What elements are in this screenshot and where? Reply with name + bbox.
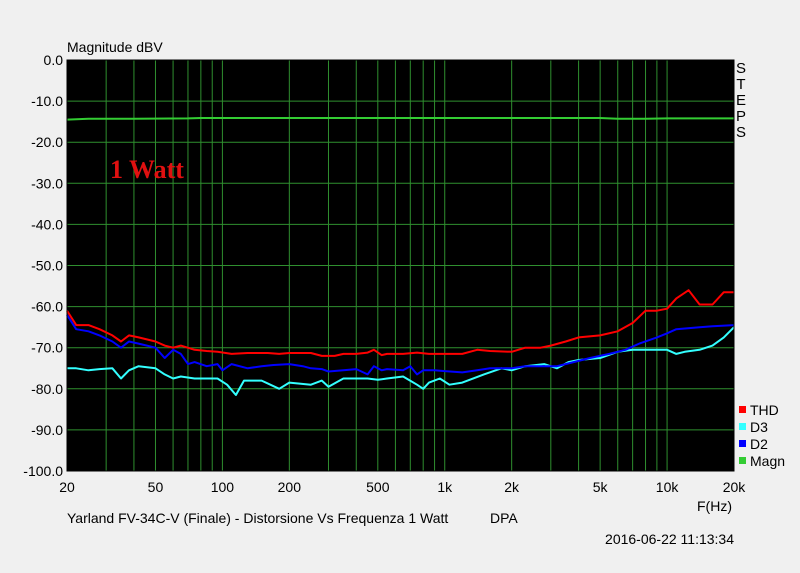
series-line-d3 [67, 326, 735, 396]
steps-letter: S [736, 124, 746, 141]
y-axis-label: Magnitude dBV [67, 39, 163, 55]
timestamp: 2016-06-22 11:13:34 [605, 531, 734, 547]
x-tick-label: 2k [504, 479, 520, 495]
series-line-thd [66, 289, 734, 357]
series-layer [66, 117, 735, 396]
x-tick-label: 20 [59, 479, 75, 495]
x-tick-label: 10k [656, 479, 680, 495]
y-tick-label: -60.0 [31, 299, 63, 315]
x-tick-label: 5k [593, 479, 609, 495]
x-tick-label: 200 [278, 479, 302, 495]
x-tick-label: 1k [437, 479, 453, 495]
legend-label: D3 [750, 419, 768, 435]
y-tick-label: -30.0 [31, 175, 63, 191]
chart-title: Yarland FV-34C-V (Finale) - Distorsione … [67, 510, 448, 526]
x-tick-label: 100 [211, 479, 235, 495]
axis-labels: 0.0 -10.0 -20.0 -30.0 -40.0 -50.0 -60.0 -70.0 -8… [23, 52, 746, 495]
x-tick-label: 50 [148, 479, 164, 495]
legend-swatch [739, 440, 746, 447]
plot-border [66, 59, 735, 472]
series-line-magn [66, 117, 734, 121]
y-tick-label: -40.0 [31, 216, 63, 232]
y-tick-label: -90.0 [31, 422, 63, 438]
steps-letter: E [736, 92, 746, 109]
steps-letter: P [736, 108, 746, 125]
y-tick-label: -10.0 [31, 93, 63, 109]
series-line-d2 [66, 314, 735, 376]
legend-swatch [739, 457, 746, 464]
y-tick-label: -70.0 [31, 340, 63, 356]
y-tick-label: -100.0 [23, 463, 63, 479]
chart-title-suffix: DPA [490, 510, 518, 526]
steps-letter: T [736, 76, 745, 93]
steps-letter: S [736, 60, 746, 77]
annotation-label: 1 Watt [110, 155, 184, 184]
x-tick-label: 500 [366, 479, 390, 495]
legend-label: THD [750, 402, 779, 418]
legend-swatch [739, 423, 746, 430]
y-tick-label: -20.0 [31, 134, 63, 150]
y-tick-label: 0.0 [44, 52, 64, 68]
legend-swatch [739, 406, 746, 413]
y-tick-label: -50.0 [31, 258, 63, 274]
legend-label: D2 [750, 436, 768, 452]
x-axis-label: F(Hz) [697, 498, 732, 514]
x-tick-label: 20k [723, 479, 747, 495]
legend-label: Magn [750, 453, 785, 469]
y-tick-label: -80.0 [31, 381, 63, 397]
